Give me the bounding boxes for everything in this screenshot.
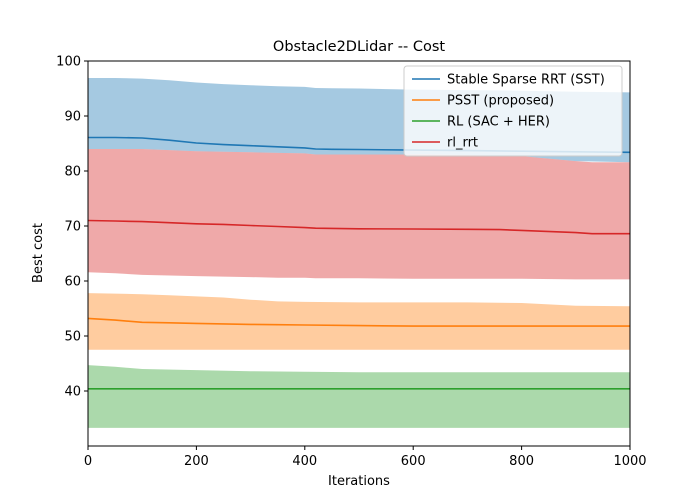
series-lines	[87, 136, 631, 390]
y-axis-ticks: 40 50 60 70 80 90 100	[56, 55, 88, 400]
y-tick-label: 40	[64, 385, 81, 400]
legend: Stable Sparse RRT (SST) PSST (proposed) RL…	[403, 65, 623, 157]
x-tick-label: 600	[401, 454, 426, 469]
x-axis-label: Iterations	[328, 474, 390, 489]
band-rl-rrt	[88, 149, 630, 280]
legend-box	[403, 65, 623, 157]
band-psst-proposed	[88, 293, 630, 350]
legend-label-rl-sac-her: RL (SAC + HER)	[447, 115, 550, 130]
line-psst-proposed	[87, 317, 630, 327]
y-tick-label: 100	[56, 55, 81, 70]
line-rl-rrt	[87, 219, 630, 235]
y-tick-label: 80	[64, 165, 81, 180]
y-tick-label: 90	[64, 110, 81, 125]
y-tick-label: 60	[64, 275, 81, 290]
chart-title: Obstacle2DLidar -- Cost	[273, 39, 445, 55]
y-tick-label: 50	[64, 330, 81, 345]
y-tick-label: 70	[64, 220, 81, 235]
x-axis-ticks: 0 200 400 600 800 1000	[84, 446, 647, 469]
x-tick-label: 1000	[613, 454, 646, 469]
legend-label-rl-rrt: rl_rrt	[447, 136, 478, 151]
plot-frame	[87, 60, 631, 447]
x-tick-label: 0	[84, 454, 92, 469]
x-tick-label: 800	[509, 454, 534, 469]
legend-label-stable-sparse-rrt-sst: Stable Sparse RRT (SST)	[447, 73, 605, 88]
band-rl-sac-her	[88, 365, 630, 428]
legend-label-psst-proposed: PSST (proposed)	[447, 94, 554, 109]
x-tick-label: 400	[292, 454, 317, 469]
y-axis-label: Best cost	[31, 223, 46, 283]
x-tick-label: 200	[184, 454, 209, 469]
